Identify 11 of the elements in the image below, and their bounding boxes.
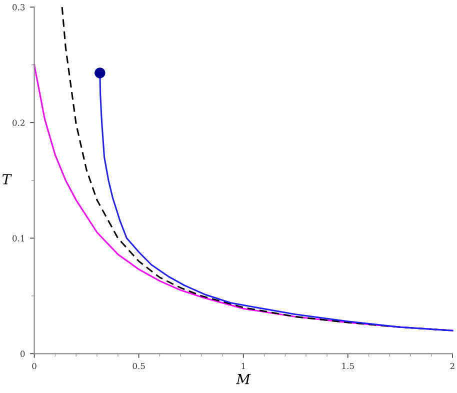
x-tick-label: 1.5: [342, 362, 354, 370]
x-tick-label: 1: [242, 362, 245, 370]
x-tick-label: 2: [450, 362, 454, 370]
x-axis-title: M: [236, 374, 251, 384]
y-tick-label: 0: [20, 350, 25, 357]
x-tick-label: 0.5: [132, 362, 145, 370]
x-tick-label: 0: [32, 362, 36, 370]
y-axis-title: T: [2, 174, 12, 184]
y-tick-label: 0.1: [12, 235, 24, 242]
y-tick-label: 0.3: [12, 4, 25, 10]
y-tick-label: 0.2: [12, 120, 24, 126]
